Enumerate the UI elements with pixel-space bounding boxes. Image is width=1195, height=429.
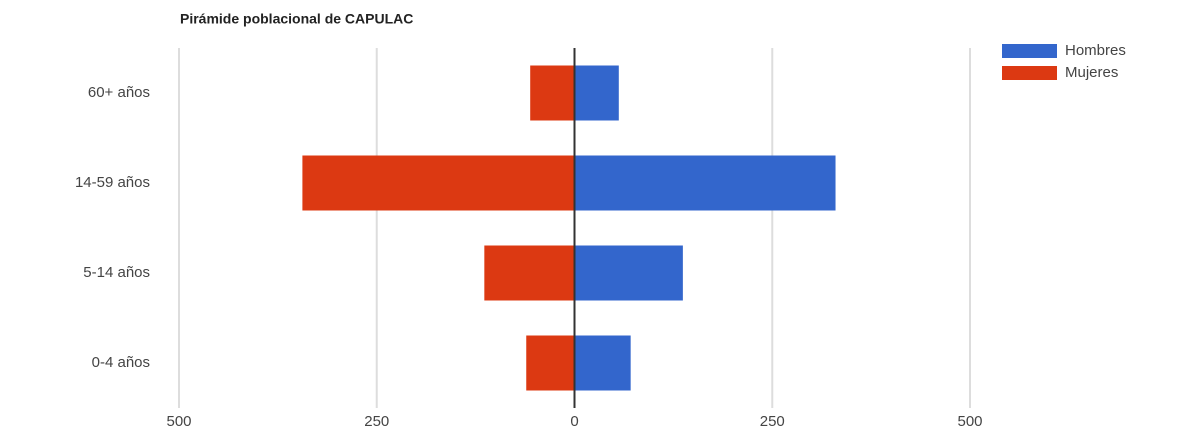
x-tick-label: 500 bbox=[166, 413, 191, 429]
y-tick-label: 5-14 años bbox=[83, 264, 150, 281]
bar bbox=[302, 155, 575, 211]
y-tick-label: 60+ años bbox=[88, 84, 150, 101]
x-tick-label: 250 bbox=[760, 413, 785, 429]
bar bbox=[530, 65, 575, 121]
legend-swatch bbox=[1002, 44, 1057, 58]
x-tick-label: 500 bbox=[957, 413, 982, 429]
bar bbox=[574, 155, 836, 211]
x-tick-label: 0 bbox=[570, 413, 578, 429]
x-tick-label: 250 bbox=[364, 413, 389, 429]
bar bbox=[526, 335, 575, 391]
legend-label: Hombres bbox=[1065, 42, 1126, 59]
y-tick-label: 14-59 años bbox=[75, 174, 150, 191]
legend-swatch bbox=[1002, 66, 1057, 80]
bar bbox=[484, 245, 575, 301]
bar bbox=[574, 245, 683, 301]
bar bbox=[574, 335, 631, 391]
legend-label: Mujeres bbox=[1065, 64, 1118, 81]
y-tick-label: 0-4 años bbox=[92, 354, 150, 371]
bar bbox=[574, 65, 619, 121]
chart-title: Pirámide poblacional de CAPULAC bbox=[180, 11, 413, 27]
